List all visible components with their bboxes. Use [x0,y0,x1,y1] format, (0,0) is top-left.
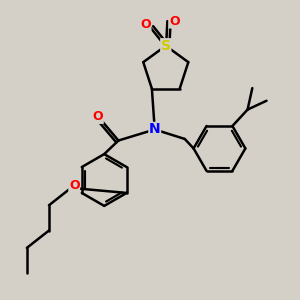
Text: O: O [169,15,180,28]
Text: O: O [69,179,80,192]
Text: O: O [93,110,103,123]
Text: O: O [140,18,151,31]
Text: N: N [149,122,161,136]
Text: S: S [161,39,171,53]
